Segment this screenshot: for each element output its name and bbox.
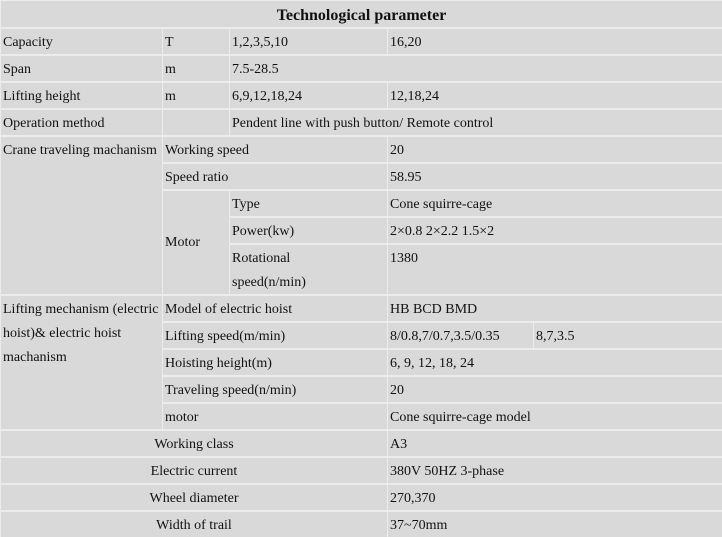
- cell-text: 16,20: [390, 35, 422, 50]
- cell-text: Capacity: [3, 35, 53, 50]
- table-cell: 37~70mm: [388, 512, 722, 537]
- cell-text: m: [165, 89, 176, 104]
- table-cell: Power(kw): [230, 218, 387, 243]
- table-cell: Hoisting height(m): [163, 350, 387, 375]
- table-cell: 7.5-28.5: [230, 56, 722, 81]
- cell-text: Cone squirre-cage model: [390, 410, 531, 425]
- table-cell: 6,9,12,18,24: [230, 83, 387, 108]
- table-cell: 6, 9, 12, 18, 24: [388, 350, 722, 375]
- cell-text: 12,18,24: [390, 89, 439, 104]
- table-cell: Type: [230, 191, 387, 216]
- cell-text: Lifting mechanism (electric hoist)& elec…: [3, 302, 159, 365]
- table-cell: Working speed: [163, 137, 387, 162]
- cell-text: Working speed: [165, 143, 250, 158]
- table-cell: 1,2,3,5,10: [230, 29, 387, 54]
- table-cell: HB BCD BMD: [388, 296, 722, 321]
- cell-text: Pendent line with push button/ Remote co…: [232, 116, 494, 131]
- cell-text: Wheel diameter: [149, 491, 239, 506]
- cell-text: Working class: [154, 437, 234, 452]
- cell-text: 1,2,3,5,10: [232, 35, 288, 50]
- cell-text: motor: [165, 410, 199, 425]
- table-cell: Pendent line with push button/ Remote co…: [230, 110, 722, 135]
- table-cell: 20: [388, 377, 722, 402]
- cell-text: Model of electric hoist: [165, 302, 293, 317]
- table-cell: Model of electric hoist: [163, 296, 387, 321]
- cell-text: m: [165, 62, 176, 77]
- cell-text: Traveling speed(n/min): [165, 383, 297, 398]
- cell-text: Electric current: [150, 464, 238, 479]
- cell-text: Rotational speed(n/min): [232, 251, 306, 290]
- table-cell: Speed ratio: [163, 164, 387, 189]
- cell-text: 270,370: [390, 491, 436, 506]
- cell-text: Hoisting height(m): [165, 356, 272, 371]
- cell-text: 6,9,12,18,24: [232, 89, 302, 104]
- table-cell: m: [163, 83, 229, 108]
- cell-text: 8/0.8,7/0.7,3.5/0.35: [390, 329, 500, 344]
- cell-text: Technological parameter: [276, 7, 447, 24]
- cell-text: Cone squirre-cage: [390, 197, 493, 212]
- table-cell: Lifting speed(m/min): [163, 323, 387, 348]
- cell-text: Speed ratio: [165, 170, 229, 185]
- table-cell: Lifting mechanism (electric hoist)& elec…: [1, 296, 162, 429]
- table-cell: Crane traveling machanism: [1, 137, 162, 294]
- table-cell: motor: [163, 404, 387, 429]
- table-title: Technological parameter: [1, 1, 722, 27]
- table-cell: Working class: [1, 431, 387, 456]
- cell-text: Power(kw): [232, 224, 295, 239]
- table-cell: 2×0.8 2×2.2 1.5×2: [388, 218, 722, 243]
- table-cell: Lifting height: [1, 83, 162, 108]
- cell-text: 37~70mm: [390, 518, 448, 533]
- cell-text: 20: [390, 383, 404, 398]
- table-cell: Width of trail: [1, 512, 387, 537]
- table-cell: Rotational speed(n/min): [230, 245, 387, 294]
- table-cell: Cone squirre-cage model: [388, 404, 722, 429]
- cell-text: HB BCD BMD: [390, 302, 478, 317]
- table-cell: 16,20: [388, 29, 722, 54]
- table-cell: 270,370: [388, 485, 722, 510]
- cell-text: 7.5-28.5: [232, 62, 279, 77]
- cell-text: 2×0.8 2×2.2 1.5×2: [390, 224, 495, 239]
- table-cell: 1380: [388, 245, 722, 294]
- cell-text: Operation method: [3, 116, 105, 131]
- table-cell: Span: [1, 56, 162, 81]
- table-cell: T: [163, 29, 229, 54]
- cell-text: Type: [232, 197, 260, 212]
- table-cell: Traveling speed(n/min): [163, 377, 387, 402]
- table-cell: 20: [388, 137, 722, 162]
- cell-text: Span: [3, 62, 31, 77]
- cell-text: 1380: [390, 251, 418, 266]
- cell-text: 8,7,3.5: [536, 329, 575, 344]
- cell-text: 58.95: [390, 170, 422, 185]
- cell-text: Lifting speed(m/min): [165, 329, 286, 344]
- table-cell: m: [163, 56, 229, 81]
- cell-text: Crane traveling machanism: [3, 143, 157, 158]
- table-cell: 8,7,3.5: [534, 323, 722, 348]
- table-cell: Electric current: [1, 458, 387, 483]
- cell-text: A3: [390, 437, 408, 452]
- cell-text: T: [165, 35, 174, 50]
- cell-text: 380V 50HZ 3-phase: [390, 464, 505, 479]
- table-cell: Operation method: [1, 110, 162, 135]
- table-cell: A3: [388, 431, 722, 456]
- table-cell: [163, 110, 229, 135]
- table-cell: Motor: [163, 191, 229, 294]
- cell-text: Width of trail: [156, 518, 232, 533]
- table-cell: Wheel diameter: [1, 485, 387, 510]
- table-cell: 58.95: [388, 164, 722, 189]
- table-cell: 8/0.8,7/0.7,3.5/0.35: [388, 323, 533, 348]
- table-cell: Cone squirre-cage: [388, 191, 722, 216]
- cell-text: Lifting height: [3, 89, 81, 104]
- table-cell: 12,18,24: [388, 83, 722, 108]
- cell-text: Motor: [165, 234, 200, 250]
- cell-text: 20: [390, 143, 404, 158]
- table-cell: Capacity: [1, 29, 162, 54]
- table-cell: 380V 50HZ 3-phase: [388, 458, 722, 483]
- cell-text: 6, 9, 12, 18, 24: [390, 356, 474, 371]
